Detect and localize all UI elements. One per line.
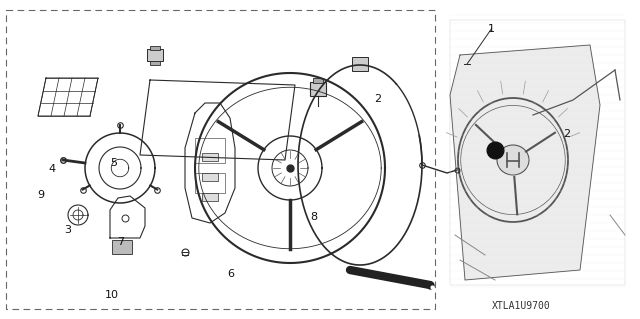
Text: 4: 4: [49, 164, 56, 174]
Text: 6: 6: [227, 269, 234, 279]
Bar: [202, 173, 218, 181]
Bar: [6, 10, 435, 309]
Bar: [310, 82, 326, 96]
Bar: [352, 57, 368, 71]
Bar: [147, 49, 163, 61]
Bar: [195, 173, 225, 193]
Bar: [112, 240, 132, 254]
Bar: [202, 153, 218, 161]
Bar: [195, 138, 225, 163]
Bar: [150, 46, 160, 50]
Text: 1: 1: [488, 24, 495, 34]
Bar: [313, 78, 323, 83]
Ellipse shape: [497, 145, 529, 175]
Bar: [202, 193, 218, 201]
Text: 3: 3: [64, 225, 70, 235]
Text: 8: 8: [310, 212, 317, 222]
Text: 2: 2: [374, 94, 381, 104]
Text: 10: 10: [105, 290, 119, 300]
Text: 2: 2: [563, 129, 570, 139]
Text: XTLA1U9700: XTLA1U9700: [492, 301, 551, 311]
Bar: [150, 61, 160, 65]
Text: 7: 7: [116, 237, 124, 248]
Text: 9: 9: [36, 189, 44, 200]
Polygon shape: [450, 45, 600, 280]
Text: 5: 5: [111, 158, 117, 168]
